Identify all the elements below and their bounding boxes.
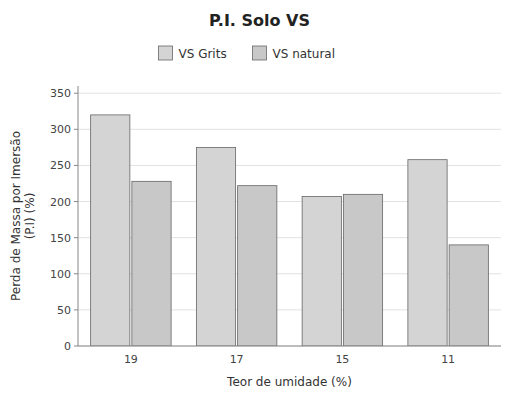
- y-tick: [74, 129, 78, 130]
- y-tick-label: 250: [50, 159, 71, 172]
- y-axis: [78, 86, 79, 346]
- x-tick-label: 17: [230, 353, 244, 366]
- x-tick-label: 19: [124, 353, 138, 366]
- grid-line: [78, 346, 501, 347]
- x-tick-label: 11: [441, 353, 455, 366]
- y-tick: [74, 346, 78, 347]
- legend-label: VS Grits: [179, 47, 227, 61]
- x-tick-label: 15: [335, 353, 349, 366]
- bar: [449, 245, 488, 346]
- title: P.I. Solo VS: [209, 11, 310, 30]
- grid: [78, 93, 501, 346]
- x-axis-label: Teor de umidade (%): [226, 375, 352, 389]
- legend: VS Grits VS natural: [159, 46, 336, 61]
- y-tick-label: 350: [50, 87, 71, 100]
- y-tick-label: 300: [50, 123, 71, 136]
- y-tick-label: 50: [57, 304, 71, 317]
- grid-line: [78, 129, 501, 130]
- y-tick-label: 100: [50, 268, 71, 281]
- grid-line: [78, 93, 501, 94]
- y-axis-label: Perda de Massa por Imersão(P.I) (%): [9, 131, 37, 301]
- legend-label: VS natural: [273, 47, 336, 61]
- legend-swatch: [159, 46, 173, 60]
- y-tick-label: 200: [50, 196, 71, 209]
- y-tick-label: 150: [50, 232, 71, 245]
- bar: [408, 160, 447, 346]
- bar: [302, 197, 341, 347]
- x-axis: [78, 346, 501, 347]
- bar: [132, 181, 171, 346]
- y-tick: [74, 165, 78, 166]
- y-tick-label: 0: [64, 340, 71, 353]
- bar: [91, 115, 130, 346]
- y-tick: [74, 201, 78, 202]
- y-tick: [74, 93, 78, 94]
- bars: [91, 115, 489, 346]
- y-tick: [74, 237, 78, 238]
- bar: [238, 186, 277, 346]
- chart: P.I. Solo VS VS Grits VS natural 0 50 100 150 2…: [0, 0, 519, 396]
- bar: [343, 194, 382, 346]
- bar: [196, 147, 235, 346]
- y-tick: [74, 273, 78, 274]
- y-tick: [74, 309, 78, 310]
- legend-swatch: [253, 46, 267, 60]
